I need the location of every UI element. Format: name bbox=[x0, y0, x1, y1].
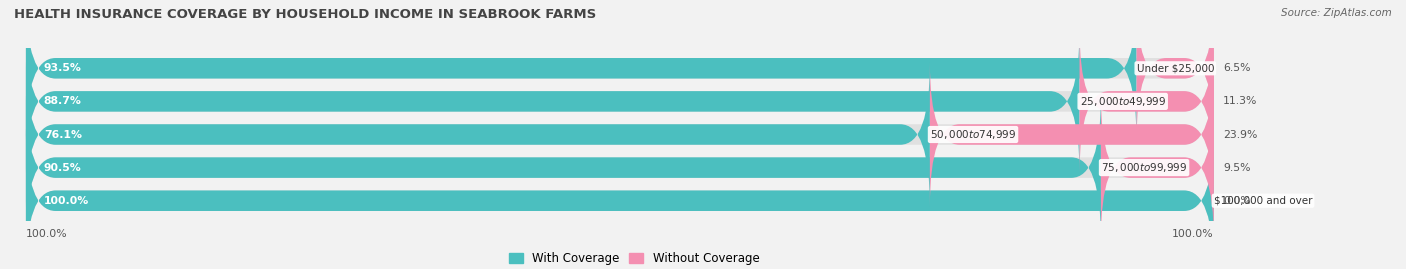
Text: 76.1%: 76.1% bbox=[44, 129, 82, 140]
FancyBboxPatch shape bbox=[1080, 29, 1213, 174]
Text: Source: ZipAtlas.com: Source: ZipAtlas.com bbox=[1281, 8, 1392, 18]
Text: $100,000 and over: $100,000 and over bbox=[1213, 196, 1312, 206]
Text: 88.7%: 88.7% bbox=[44, 96, 82, 107]
FancyBboxPatch shape bbox=[25, 128, 1213, 269]
FancyBboxPatch shape bbox=[25, 29, 1213, 174]
Text: $50,000 to $74,999: $50,000 to $74,999 bbox=[929, 128, 1017, 141]
Text: 100.0%: 100.0% bbox=[44, 196, 89, 206]
Text: 100.0%: 100.0% bbox=[1173, 229, 1213, 239]
FancyBboxPatch shape bbox=[25, 62, 929, 207]
Text: Under $25,000: Under $25,000 bbox=[1136, 63, 1213, 73]
Text: HEALTH INSURANCE COVERAGE BY HOUSEHOLD INCOME IN SEABROOK FARMS: HEALTH INSURANCE COVERAGE BY HOUSEHOLD I… bbox=[14, 8, 596, 21]
FancyBboxPatch shape bbox=[25, 62, 1213, 207]
Legend: With Coverage, Without Coverage: With Coverage, Without Coverage bbox=[503, 247, 765, 269]
FancyBboxPatch shape bbox=[25, 128, 1213, 269]
Text: 23.9%: 23.9% bbox=[1223, 129, 1257, 140]
FancyBboxPatch shape bbox=[25, 95, 1213, 240]
Text: 6.5%: 6.5% bbox=[1223, 63, 1251, 73]
Text: 11.3%: 11.3% bbox=[1223, 96, 1257, 107]
Text: 90.5%: 90.5% bbox=[44, 162, 82, 173]
FancyBboxPatch shape bbox=[929, 62, 1213, 207]
FancyBboxPatch shape bbox=[25, 95, 1101, 240]
Text: $25,000 to $49,999: $25,000 to $49,999 bbox=[1080, 95, 1166, 108]
FancyBboxPatch shape bbox=[1136, 0, 1213, 141]
Text: $75,000 to $99,999: $75,000 to $99,999 bbox=[1101, 161, 1187, 174]
FancyBboxPatch shape bbox=[25, 0, 1136, 141]
Text: 93.5%: 93.5% bbox=[44, 63, 82, 73]
FancyBboxPatch shape bbox=[25, 0, 1213, 141]
FancyBboxPatch shape bbox=[1101, 95, 1213, 240]
FancyBboxPatch shape bbox=[25, 29, 1080, 174]
Text: 0.0%: 0.0% bbox=[1223, 196, 1251, 206]
Text: 9.5%: 9.5% bbox=[1223, 162, 1251, 173]
Text: 100.0%: 100.0% bbox=[25, 229, 67, 239]
